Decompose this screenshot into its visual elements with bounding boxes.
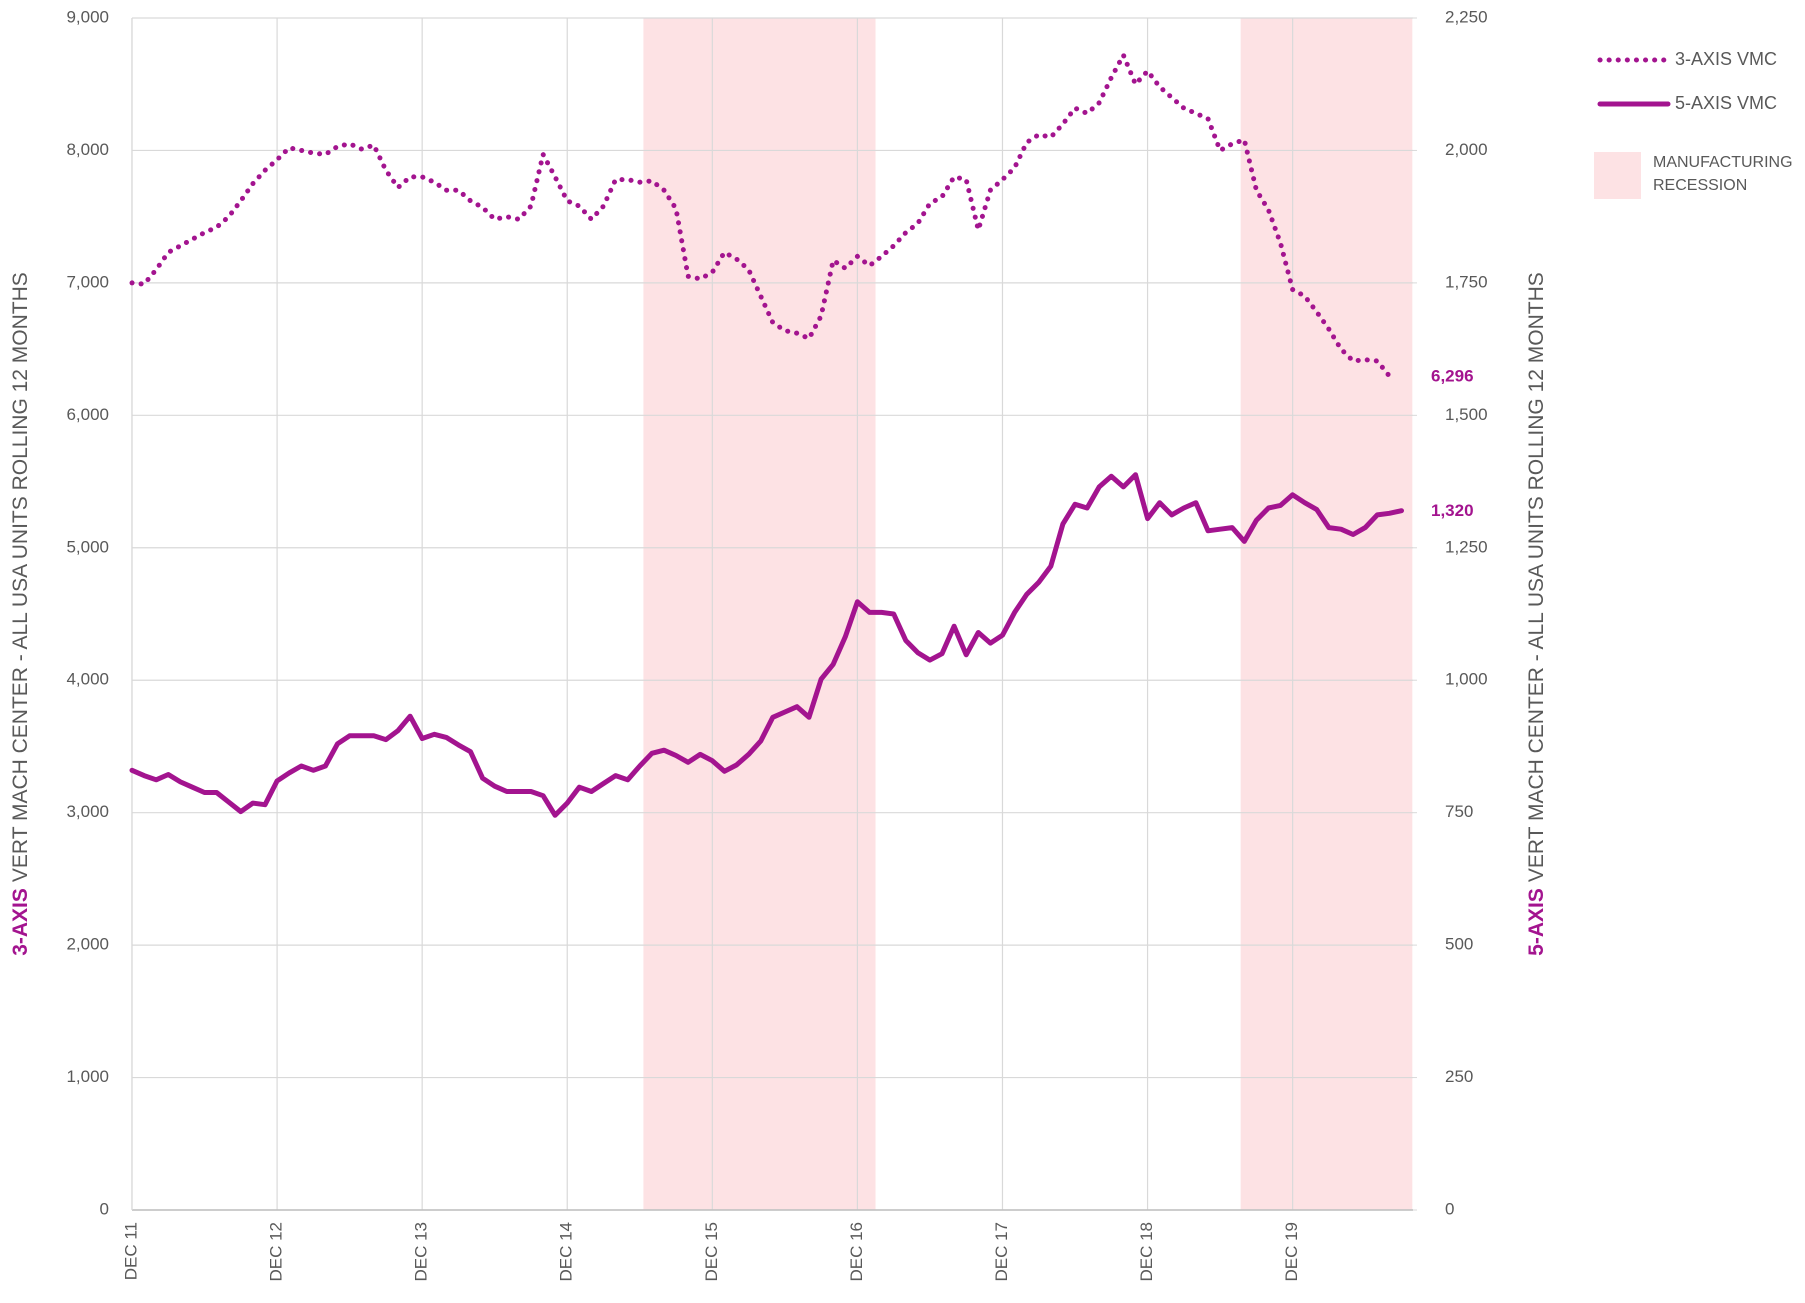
y2-axis-title-text: VERT MACH CENTER - ALL USA UNITS ROLLING…: [1525, 272, 1548, 882]
end-value-label: 6,296: [1431, 367, 1474, 386]
y2-tick-label: 750: [1445, 802, 1473, 821]
x-tick-label: DEC 17: [992, 1222, 1011, 1282]
y-tick-label: 0: [100, 1199, 109, 1218]
y2-tick-label: 1,250: [1445, 537, 1488, 556]
y2-tick-label: 1,000: [1445, 670, 1488, 689]
legend-label: RECESSION: [1653, 177, 1747, 194]
y-tick-label: 7,000: [66, 272, 109, 291]
legend-label: 5-AXIS VMC: [1675, 93, 1777, 113]
series-line: [129, 52, 1392, 379]
x-tick-label: DEC 13: [412, 1222, 431, 1282]
y2-tick-label: 2,250: [1445, 7, 1488, 26]
x-tick-label: DEC 15: [702, 1222, 721, 1282]
x-tick-label: DEC 16: [847, 1222, 866, 1282]
x-tick-label: DEC 11: [121, 1222, 140, 1280]
y2-tick-label: 500: [1445, 935, 1473, 954]
y-tick-label: 9,000: [66, 7, 109, 26]
series-line: [129, 472, 1404, 818]
y-tick-label: 4,000: [66, 670, 109, 689]
legend-label: 3-AXIS VMC: [1675, 49, 1777, 69]
y2-tick-label: 1,750: [1445, 272, 1488, 291]
y-tick-label: 6,000: [66, 405, 109, 424]
y-tick-label: 1,000: [66, 1067, 109, 1086]
y2-tick-label: 1,500: [1445, 405, 1488, 424]
y-tick-label: 5,000: [66, 537, 109, 556]
y2-tick-label: 250: [1445, 1067, 1473, 1086]
y-tick-label: 3,000: [66, 802, 109, 821]
legend-swatch-recession: [1594, 152, 1641, 199]
x-tick-label: DEC 18: [1137, 1222, 1156, 1282]
y2-axis-title-emphasis: 5-AXIS: [1525, 888, 1548, 956]
y2-tick-label: 0: [1445, 1199, 1454, 1218]
y-axis-title-emphasis: 3-AXIS: [9, 888, 32, 956]
end-value-label: 1,320: [1431, 501, 1474, 520]
recession-band: [1240, 18, 1413, 1210]
legend-label: MANUFACTURING: [1653, 154, 1793, 171]
y-axis-title: 3-AXIS VERT MACH CENTER - ALL USA UNITS R…: [9, 272, 32, 956]
y2-tick-label: 2,000: [1445, 140, 1488, 159]
y-axis-title-text: VERT MACH CENTER - ALL USA UNITS ROLLING…: [9, 272, 32, 882]
x-tick-label: DEC 14: [557, 1222, 576, 1282]
x-tick-label: DEC 12: [267, 1222, 286, 1282]
y-tick-label: 2,000: [66, 935, 109, 954]
y2-axis-title: 5-AXIS VERT MACH CENTER - ALL USA UNITS R…: [1525, 272, 1548, 956]
y-tick-label: 8,000: [66, 140, 109, 159]
recession-band: [643, 18, 876, 1210]
x-tick-label: DEC 19: [1282, 1222, 1301, 1282]
